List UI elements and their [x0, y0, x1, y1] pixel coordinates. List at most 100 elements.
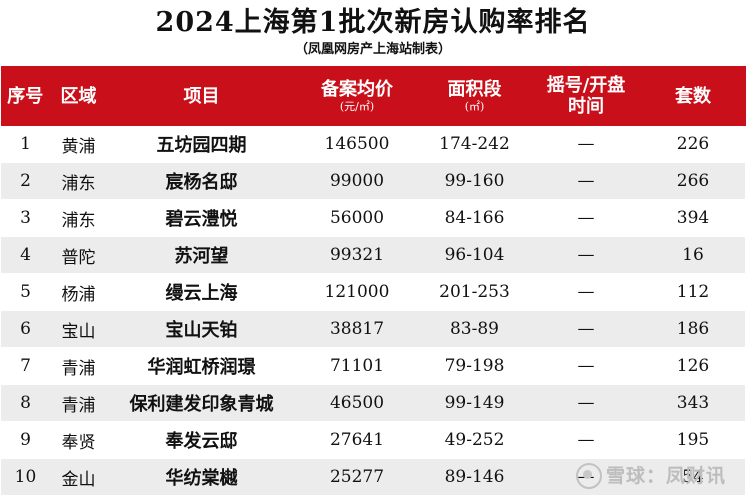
cell-area: 99-160: [418, 162, 531, 200]
cell-district: 奉贤: [50, 421, 107, 459]
header-project: 项目: [107, 66, 297, 126]
cell-project: 华润虹桥润璟: [107, 347, 296, 385]
cell-units: 126: [641, 347, 745, 385]
table-row: 4 普陀 苏河望 99321 96-104 — 16: [1, 236, 745, 274]
page-title: 2024上海第1批次新房认购率排名: [155, 7, 591, 38]
header-price: 备案均价 (元/㎡): [296, 66, 419, 126]
cell-district: 浦东: [50, 199, 107, 237]
header-lottery-label: 摇号/开盘: [546, 75, 626, 96]
cell-units: 186: [641, 310, 745, 348]
cell-area: 49-252: [418, 421, 531, 459]
cell-rank: 2: [1, 162, 50, 200]
cell-area: 84-166: [418, 199, 531, 237]
table-row: 5 杨浦 缦云上海 121000 201-253 — 112: [1, 273, 745, 311]
cell-project: 宸杨名邸: [107, 162, 296, 200]
cell-rank: 10: [1, 458, 50, 496]
cell-area: 174-242: [418, 126, 531, 163]
cell-project: 五坊园四期: [107, 126, 296, 163]
cell-project: 华纺棠樾: [107, 458, 296, 496]
cell-project: 宝山天铂: [107, 310, 296, 348]
cell-area: 79-198: [418, 347, 531, 385]
table-row: 3 浦东 碧云澧悦 56000 84-166 — 394: [1, 199, 745, 237]
cell-district: 黄浦: [50, 126, 107, 163]
table-row: 7 青浦 华润虹桥润璟 71101 79-198 — 126: [1, 347, 745, 385]
cell-area: 99-149: [418, 384, 531, 422]
cell-rank: 1: [1, 126, 50, 163]
cell-lottery: —: [531, 384, 641, 422]
table-row: 1 黄浦 五坊园四期 146500 174-242 — 226: [1, 126, 745, 163]
cell-area: 201-253: [418, 273, 531, 311]
table-body: 1 黄浦 五坊园四期 146500 174-242 — 226 2 浦东 宸杨名…: [1, 126, 745, 496]
header-rank: 序号: [1, 66, 51, 126]
cell-units: 226: [641, 126, 745, 163]
cell-price: 56000: [296, 199, 418, 237]
cell-rank: 4: [1, 236, 50, 274]
cell-units: 54: [641, 458, 745, 496]
table-row: 6 宝山 宝山天铂 38817 83-89 — 186: [1, 310, 745, 348]
cell-units: 343: [641, 384, 745, 422]
cell-price: 121000: [296, 273, 418, 311]
cell-units: 195: [641, 421, 745, 459]
cell-lottery: —: [531, 126, 641, 163]
cell-rank: 7: [1, 347, 50, 385]
ranking-table: 序号 区域 项目 备案均价 (元/㎡) 面积段 (㎡) 摇号/开盘 时间 套数 …: [1, 66, 746, 496]
watermark-text: 雪球：凤财讯: [605, 464, 726, 487]
cell-lottery: —: [531, 273, 641, 311]
header-lottery-sub: 时间: [568, 96, 604, 117]
cell-project: 缦云上海: [107, 273, 296, 311]
cell-rank: 9: [1, 421, 50, 459]
table-header: 序号 区域 项目 备案均价 (元/㎡) 面积段 (㎡) 摇号/开盘 时间 套数: [1, 66, 746, 126]
header-district: 区域: [50, 66, 108, 126]
cell-price: 71101: [296, 347, 418, 385]
table-row: 2 浦东 宸杨名邸 99000 99-160 — 266: [1, 162, 745, 200]
cell-rank: 6: [1, 310, 50, 348]
cell-district: 杨浦: [50, 273, 107, 311]
cell-district: 青浦: [50, 384, 107, 422]
cell-area: 96-104: [418, 236, 531, 274]
cell-project: 苏河望: [107, 236, 296, 274]
cell-district: 浦东: [50, 162, 107, 200]
cell-lottery: —: [531, 421, 641, 459]
table-row: 10 金山 华纺棠樾 25277 89-146 — 54: [1, 458, 745, 496]
cell-price: 25277: [296, 458, 418, 496]
header-lottery: 摇号/开盘 时间: [531, 66, 642, 126]
cell-price: 38817: [296, 310, 418, 348]
header-units: 套数: [641, 66, 746, 126]
cell-district: 青浦: [50, 347, 107, 385]
cell-price: 99321: [296, 236, 418, 274]
cell-project: 碧云澧悦: [107, 199, 296, 237]
page-subtitle: （凤凰网房产上海站制表）: [294, 42, 451, 57]
cell-rank: 5: [1, 273, 50, 311]
cell-price: 146500: [296, 126, 418, 163]
cell-units: 266: [641, 162, 745, 200]
cell-price: 46500: [296, 384, 418, 422]
cell-lottery: —: [531, 162, 641, 200]
cell-district: 宝山: [50, 310, 107, 348]
table-row: 8 青浦 保利建发印象青城 46500 99-149 — 343: [1, 384, 745, 422]
header-area-unit: (㎡): [464, 100, 485, 113]
cell-district: 金山: [50, 458, 107, 496]
cell-lottery: —: [531, 310, 641, 348]
header-area-label: 面积段: [447, 79, 502, 100]
cell-lottery: —: [531, 199, 641, 237]
header-area: 面积段 (㎡): [418, 66, 532, 126]
header-price-unit: (元/㎡): [339, 100, 375, 113]
header-price-label: 备案均价: [321, 79, 393, 100]
cell-price: 99000: [296, 162, 418, 200]
cell-rank: 3: [1, 199, 50, 237]
cell-district: 普陀: [50, 236, 107, 274]
cell-area: 83-89: [418, 310, 531, 348]
cell-price: 27641: [296, 421, 418, 459]
cell-units: 112: [641, 273, 745, 311]
watermark: 雪球：凤财讯: [575, 461, 726, 489]
cell-project: 奉发云邸: [107, 421, 296, 459]
snowball-logo-icon: [575, 463, 602, 489]
cell-area: 89-146: [418, 458, 531, 496]
cell-units: 394: [641, 199, 745, 237]
cell-lottery: —: [531, 347, 641, 385]
table-row: 9 奉贤 奉发云邸 27641 49-252 — 195: [1, 421, 745, 459]
cell-rank: 8: [1, 384, 50, 422]
cell-units: 16: [641, 236, 745, 274]
cell-project: 保利建发印象青城: [107, 384, 296, 422]
cell-lottery: —: [531, 236, 641, 274]
